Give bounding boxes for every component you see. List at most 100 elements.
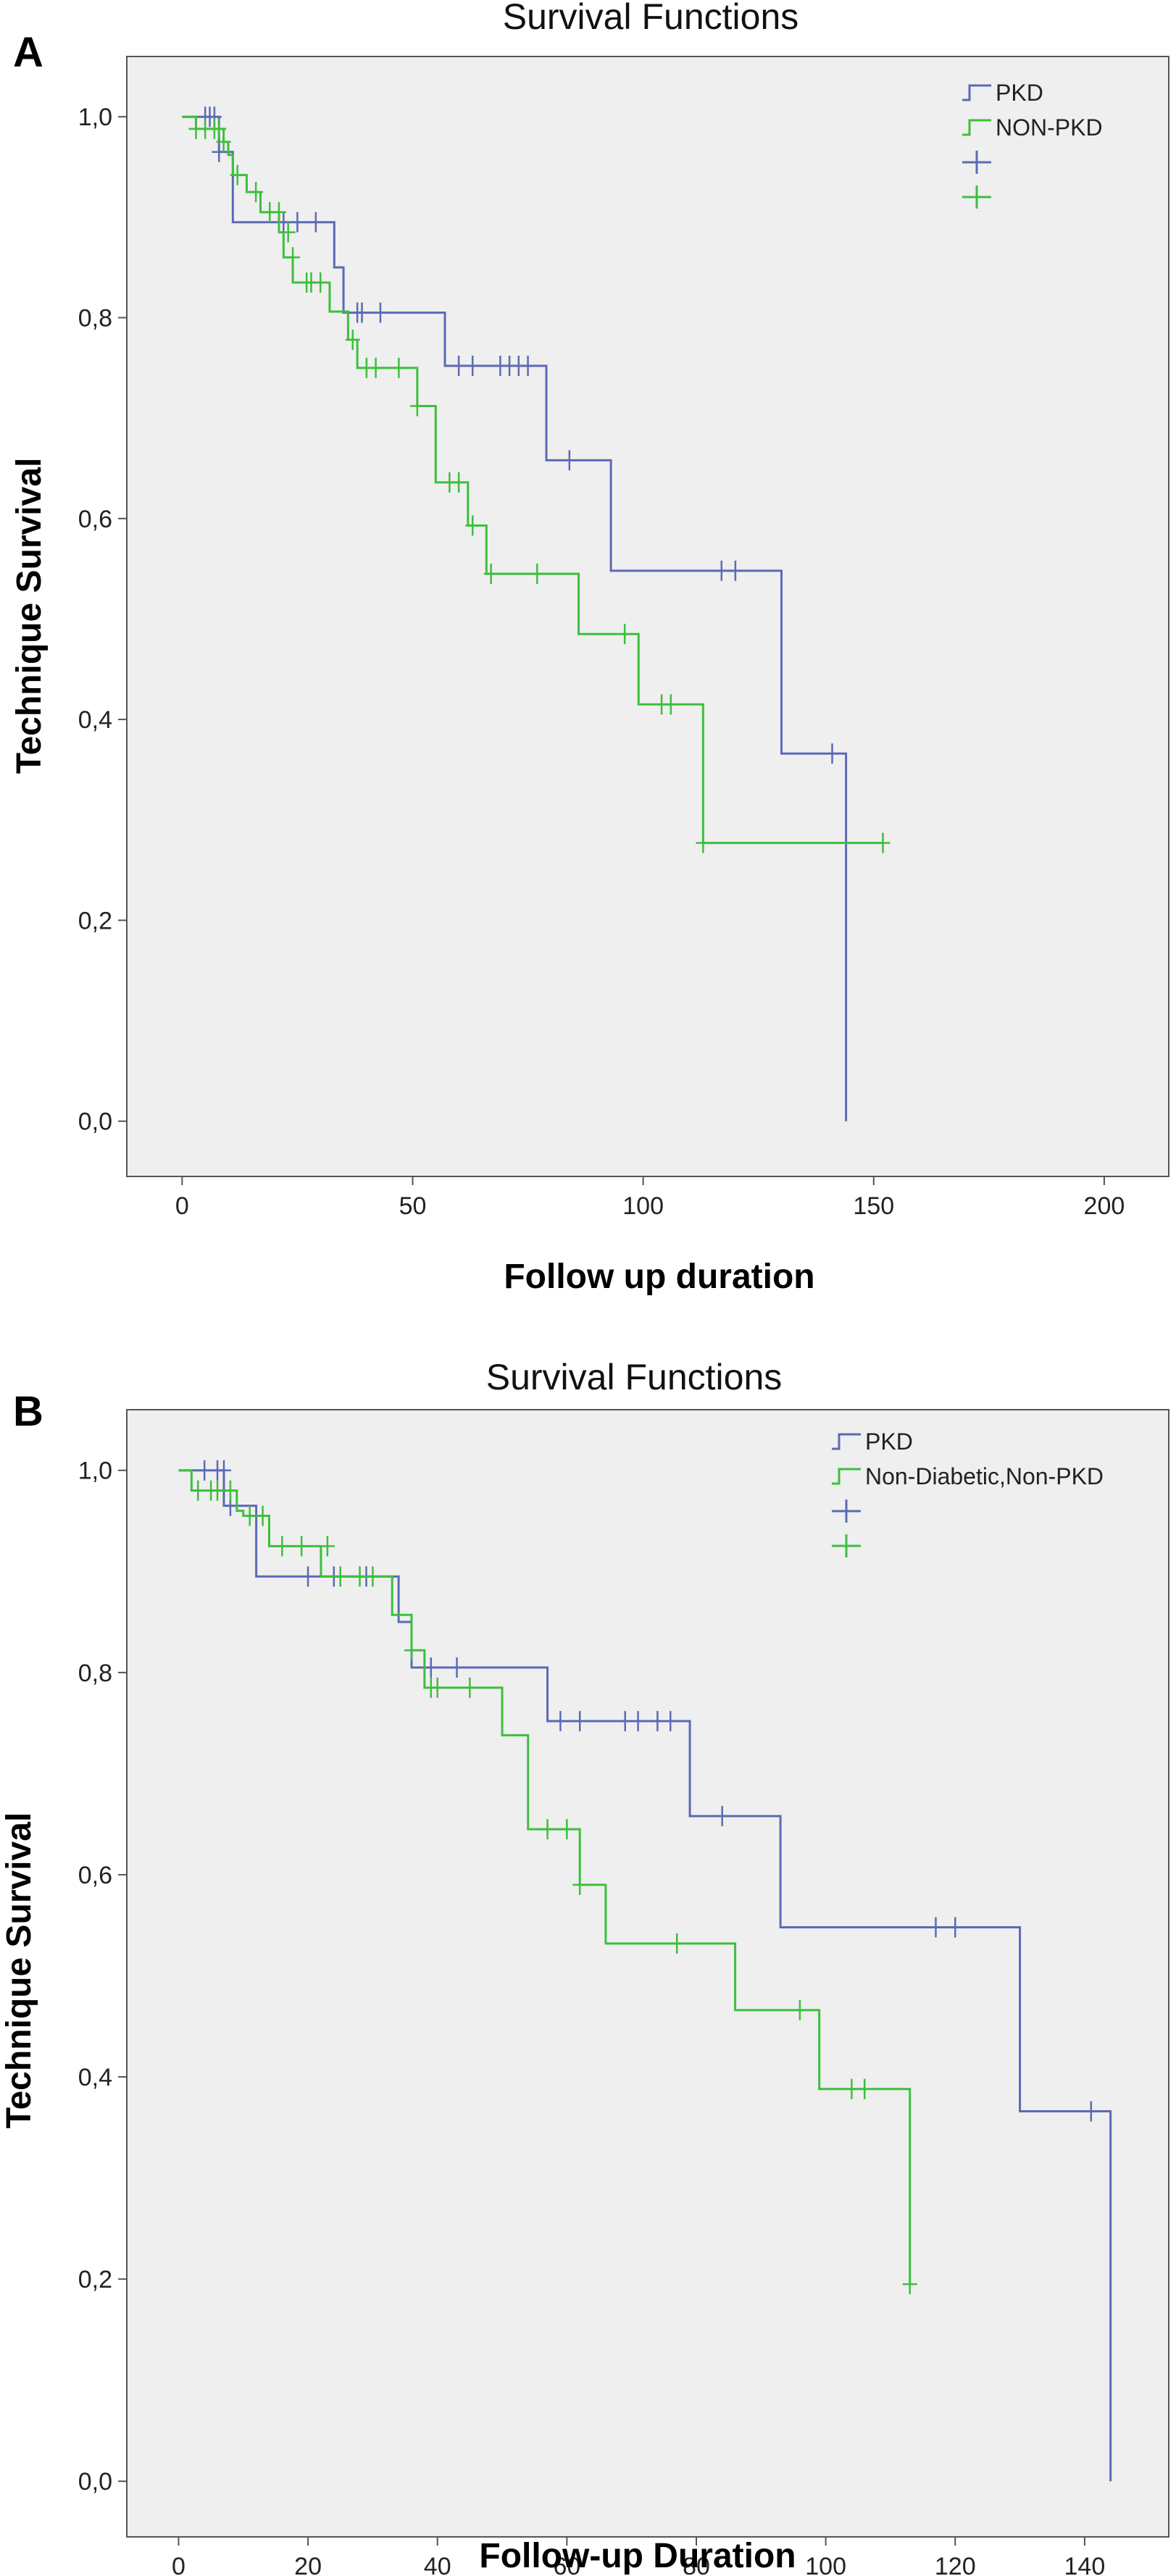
censor-mark <box>320 1536 335 1557</box>
legend-label: PKD <box>865 1429 913 1455</box>
x-tick-label: 40 <box>424 2553 451 2576</box>
panel-b-label: B <box>13 1388 43 1435</box>
censor-mark <box>294 1536 309 1557</box>
y-tick-label: 0,4 <box>78 2064 112 2091</box>
censor-mark <box>191 1480 206 1501</box>
censor-mark <box>242 1505 257 1526</box>
censor-mark <box>462 1677 478 1698</box>
legend-label: PKD <box>996 80 1043 106</box>
censor-mark <box>275 1536 290 1557</box>
x-tick-label: 100 <box>805 2553 846 2576</box>
legend-label: NON-PKD <box>996 114 1103 141</box>
censor-mark <box>617 1710 633 1731</box>
censor-mark <box>844 2078 859 2099</box>
panel-b-legend: PKD Non-Diabetic,Non-PKD <box>832 1429 1104 1557</box>
censor-mark <box>308 212 323 233</box>
censor-mark <box>572 1710 588 1731</box>
y-tick-label: 0,6 <box>78 1862 112 1889</box>
x-tick-label: 60 <box>553 2553 580 2576</box>
panel-a: A Survival Functions 0 50 100 150 200 0,0 0,2… <box>10 0 1169 1296</box>
censor-mark <box>271 201 286 222</box>
censor-mark <box>857 2078 872 2099</box>
censor-mark <box>530 564 545 585</box>
censor-mark <box>792 1999 807 2020</box>
censor-mark <box>553 1710 568 1731</box>
panel-b-y-axis-label: Technique Survival <box>0 1812 38 2129</box>
x-tick-label: 80 <box>683 2553 710 2576</box>
panel-b-x-ticks: 0 20 40 60 80 100 120 140 <box>172 2537 1105 2576</box>
panel-b-series <box>178 1460 1112 2482</box>
censor-mark <box>663 1710 678 1731</box>
legend-censor-swatch <box>832 1500 861 1523</box>
censor-mark <box>212 118 227 139</box>
y-tick-label: 0,2 <box>78 907 112 934</box>
panel-a-x-ticks: 0 50 100 150 200 <box>175 1176 1125 1220</box>
x-tick-label: 50 <box>399 1192 427 1220</box>
censor-mark <box>559 1819 575 1840</box>
censor-mark <box>928 1917 943 1938</box>
x-tick-label: 140 <box>1064 2553 1106 2576</box>
x-tick-label: 100 <box>622 1192 664 1220</box>
censor-mark <box>333 1566 348 1587</box>
legend-label: Non-Diabetic,Non-PKD <box>865 1463 1104 1489</box>
censor-mark <box>670 1933 685 1954</box>
y-tick-label: 0,0 <box>78 2468 112 2496</box>
x-tick-label: 200 <box>1084 1192 1125 1220</box>
censor-mark <box>423 1657 438 1678</box>
censor-mark <box>520 356 535 377</box>
censor-mark <box>727 560 743 581</box>
censor-mark <box>714 1806 730 1826</box>
censor-mark <box>663 694 678 715</box>
censor-mark <box>354 302 370 323</box>
censor-mark <box>617 624 633 645</box>
y-tick-label: 0,2 <box>78 2266 112 2293</box>
censor-mark <box>365 1566 380 1587</box>
censor-mark <box>714 560 729 581</box>
legend-swatch <box>832 1468 861 1485</box>
censor-mark <box>451 356 467 377</box>
series-line-comparison <box>178 1469 912 2285</box>
censor-mark <box>630 1710 646 1731</box>
censor-mark <box>465 515 480 536</box>
censor-mark <box>391 357 406 378</box>
panel-b-title: Survival Functions <box>486 1357 783 1397</box>
y-tick-label: 1,0 <box>78 1458 112 1485</box>
y-tick-label: 0,4 <box>78 706 112 734</box>
panel-a-title: Survival Functions <box>503 0 799 37</box>
censor-mark <box>449 1657 464 1678</box>
panel-a-y-ticks: 0,0 0,2 0,4 0,6 0,8 1,0 <box>78 104 127 1136</box>
censor-mark <box>465 356 480 377</box>
panel-b: B Survival Functions 0 20 40 60 80 100 120 140 … <box>0 1357 1169 2576</box>
y-tick-label: 1,0 <box>78 104 112 131</box>
censor-mark <box>562 450 577 471</box>
censor-mark <box>216 131 231 152</box>
censor-mark <box>451 472 467 493</box>
legend-swatch <box>962 84 991 101</box>
series-line-pkd <box>182 115 848 1121</box>
censor-mark <box>285 247 301 268</box>
legend-censor-swatch <box>962 151 991 174</box>
x-tick-label: 120 <box>935 2553 976 2576</box>
censor-mark <box>216 1460 231 1481</box>
censor-mark <box>352 1566 367 1587</box>
censor-mark <box>313 272 328 293</box>
panel-a-legend: PKD NON-PKD <box>962 80 1103 209</box>
censor-mark <box>404 1640 419 1661</box>
censor-mark <box>409 396 425 417</box>
x-tick-label: 150 <box>853 1192 894 1220</box>
censor-mark <box>301 1566 316 1587</box>
censor-mark <box>372 302 388 323</box>
panel-a-series <box>182 106 891 1121</box>
panel-b-y-ticks: 0,0 0,2 0,4 0,6 0,8 1,0 <box>78 1458 127 2496</box>
censor-mark <box>650 1710 665 1731</box>
censor-mark <box>948 1917 963 1938</box>
censor-mark <box>222 1480 238 1501</box>
panel-a-y-axis-label: Technique Survival <box>10 458 49 774</box>
censor-mark <box>290 212 305 233</box>
censor-mark <box>902 2274 917 2295</box>
censor-mark <box>210 1480 225 1501</box>
y-tick-label: 0,8 <box>78 305 112 333</box>
legend-swatch <box>832 1433 861 1450</box>
censor-mark <box>345 330 360 351</box>
